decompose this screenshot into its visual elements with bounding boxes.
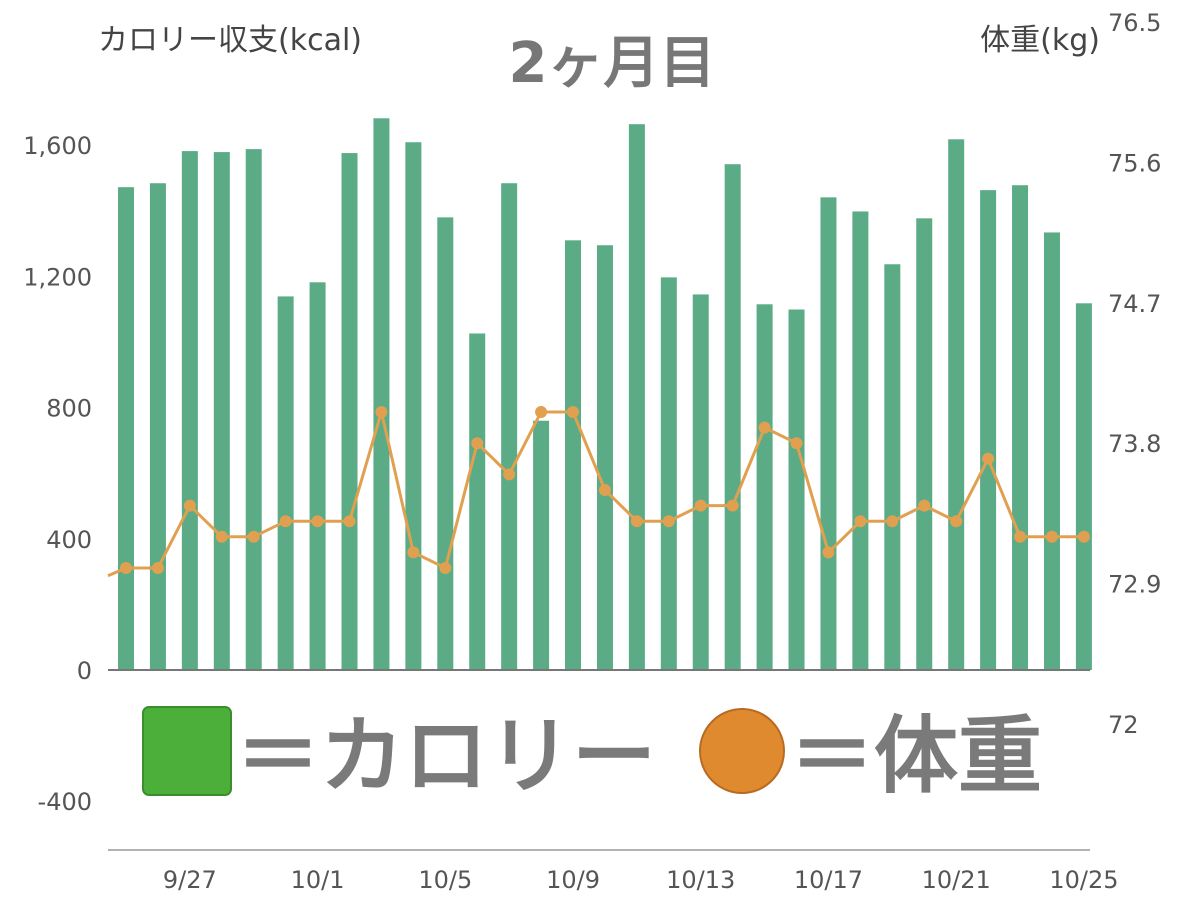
left-y-tick-label: 1,600 bbox=[23, 132, 92, 160]
x-tick-label: 10/25 bbox=[1049, 866, 1118, 894]
weight-point bbox=[758, 421, 771, 434]
weight-point bbox=[790, 437, 803, 450]
x-tick-label: 10/13 bbox=[666, 866, 735, 894]
right-y-tick-label: 76.5 bbox=[1108, 9, 1161, 37]
left-y-tick-label: 0 bbox=[77, 657, 92, 685]
calorie-bar bbox=[820, 197, 837, 671]
calorie-bar bbox=[245, 149, 262, 671]
weight-point bbox=[662, 515, 675, 528]
weight-point bbox=[854, 515, 867, 528]
calorie-bar bbox=[692, 294, 709, 670]
calorie-bar bbox=[852, 211, 869, 670]
calorie-bar bbox=[405, 142, 422, 671]
weight-point bbox=[630, 515, 643, 528]
legend-calorie-label: ＝カロリー bbox=[236, 707, 656, 805]
x-tick-label: 10/9 bbox=[546, 866, 600, 894]
weight-point bbox=[726, 499, 739, 512]
weight-point bbox=[694, 499, 707, 512]
weight-point bbox=[503, 468, 516, 481]
right-y-tick-label: 73.8 bbox=[1108, 430, 1161, 458]
calorie-bar bbox=[628, 124, 645, 670]
calorie-bar bbox=[596, 245, 613, 671]
x-ticks: 9/27 10/1 10/5 10/9 10/13 10/17 10/21 10/25 bbox=[163, 866, 1119, 894]
weight-point bbox=[886, 515, 899, 528]
weight-point bbox=[1014, 530, 1027, 543]
right-axis-title: 体重(kg) bbox=[980, 23, 1100, 58]
x-tick-label: 10/21 bbox=[922, 866, 991, 894]
weight-point bbox=[1077, 530, 1090, 543]
weight-point bbox=[567, 406, 580, 418]
right-y-tick-label: 75.6 bbox=[1108, 149, 1161, 177]
chart-title: 2ヶ月目 bbox=[509, 31, 716, 96]
calorie-bar bbox=[756, 304, 773, 670]
calorie-bar bbox=[373, 118, 390, 670]
x-tick-label: 10/17 bbox=[794, 866, 863, 894]
calorie-bar bbox=[181, 151, 198, 670]
weight-point bbox=[471, 437, 484, 450]
calorie-bar bbox=[980, 190, 997, 671]
calorie-bar bbox=[916, 218, 933, 670]
weight-point bbox=[918, 499, 931, 512]
calorie-bar bbox=[788, 309, 805, 670]
weight-point bbox=[439, 562, 452, 574]
calorie-bar bbox=[149, 183, 166, 671]
weight-point bbox=[247, 530, 260, 543]
calorie-bar bbox=[1043, 232, 1060, 670]
left-y-tick-label: -400 bbox=[38, 788, 92, 816]
calorie-bar bbox=[213, 152, 230, 670]
calorie-bar bbox=[884, 264, 901, 670]
calorie-bar bbox=[309, 282, 326, 670]
weight-point bbox=[822, 546, 835, 559]
calorie-bar bbox=[660, 277, 677, 670]
weight-point bbox=[279, 515, 292, 528]
calorie-bar bbox=[277, 296, 294, 670]
calorie-bar bbox=[341, 153, 358, 670]
left-axis-title: カロリー収支(kcal) bbox=[98, 23, 362, 58]
weight-point bbox=[598, 484, 611, 496]
right-y-tick-label: 72 bbox=[1108, 711, 1139, 739]
calorie-bar bbox=[948, 139, 965, 670]
calorie-bars bbox=[118, 118, 1092, 671]
left-y-tick-label: 800 bbox=[46, 395, 92, 423]
calorie-bar bbox=[501, 183, 518, 671]
calorie-bar bbox=[118, 187, 134, 670]
legend-calorie-swatch bbox=[142, 706, 232, 796]
weight-point bbox=[375, 406, 388, 418]
left-y-tick-label: 400 bbox=[46, 526, 92, 554]
weight-point bbox=[311, 515, 324, 528]
x-tick-label: 10/5 bbox=[418, 866, 472, 894]
legend-weight-label: ＝体重 bbox=[790, 707, 1042, 805]
weight-point bbox=[535, 406, 548, 418]
weight-point bbox=[950, 515, 963, 528]
weight-point bbox=[982, 452, 995, 465]
weight-point bbox=[215, 530, 228, 543]
calorie-bar bbox=[469, 333, 486, 670]
calorie-bar bbox=[724, 164, 741, 670]
legend-weight-swatch bbox=[699, 708, 785, 794]
right-y-tick-label: 74.7 bbox=[1108, 290, 1161, 318]
calorie-bar bbox=[1012, 185, 1029, 670]
calorie-bar bbox=[565, 240, 582, 670]
weight-line bbox=[107, 406, 1090, 578]
left-y-ticks: -400 0 400 800 1,200 1,600 bbox=[23, 132, 92, 816]
weight-point bbox=[151, 562, 164, 574]
calorie-bar bbox=[1075, 303, 1092, 670]
x-tick-label: 9/27 bbox=[163, 866, 217, 894]
legend: ＝カロリー ＝体重 bbox=[142, 706, 1042, 805]
weight-point bbox=[407, 546, 420, 559]
calorie-bar bbox=[437, 217, 454, 671]
right-y-tick-label: 72.9 bbox=[1108, 571, 1161, 599]
weight-point bbox=[343, 515, 356, 528]
calorie-bar bbox=[533, 420, 550, 670]
weight-point bbox=[183, 499, 196, 512]
left-y-tick-label: 1,200 bbox=[23, 263, 92, 291]
right-y-ticks: 72 72.9 73.8 74.7 75.6 76.5 bbox=[1108, 9, 1161, 739]
weight-point bbox=[120, 562, 132, 574]
x-tick-label: 10/1 bbox=[291, 866, 345, 894]
weight-point bbox=[1045, 530, 1058, 543]
